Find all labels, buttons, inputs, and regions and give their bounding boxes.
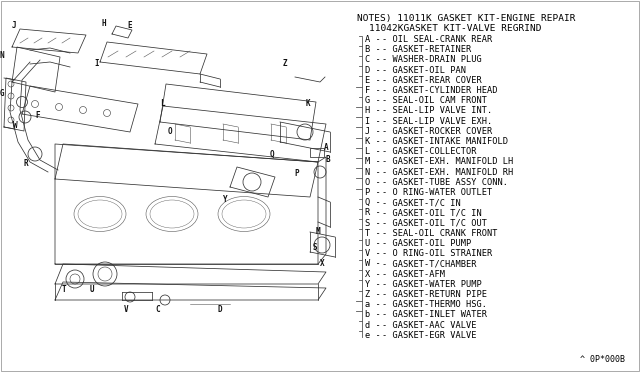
Text: E: E <box>128 20 132 29</box>
Text: Y: Y <box>223 195 227 203</box>
Text: R: R <box>24 160 28 169</box>
Text: - GASKET-T/C IN: - GASKET-T/C IN <box>382 198 461 207</box>
Text: H: H <box>102 19 106 28</box>
Text: - GASKET-REAR COVER: - GASKET-REAR COVER <box>382 76 482 85</box>
Text: S -: S - <box>365 219 381 228</box>
Text: - GASKET-COLLECTOR: - GASKET-COLLECTOR <box>382 147 477 156</box>
Text: I: I <box>95 60 99 68</box>
Text: - GASKET-EXH. MANIFOLD LH: - GASKET-EXH. MANIFOLD LH <box>382 157 513 166</box>
Text: - GASKET-CYLINDER HEAD: - GASKET-CYLINDER HEAD <box>382 86 497 95</box>
Text: C -: C - <box>365 55 381 64</box>
Text: - O RING-WATER OUTLET: - O RING-WATER OUTLET <box>382 188 492 197</box>
Text: L -: L - <box>365 147 381 156</box>
Text: F: F <box>36 110 40 119</box>
Text: - GASKET-EGR VALVE: - GASKET-EGR VALVE <box>382 331 477 340</box>
Text: - GASKET-RETURN PIPE: - GASKET-RETURN PIPE <box>382 290 487 299</box>
Text: S: S <box>313 243 317 251</box>
Text: M -: M - <box>365 157 381 166</box>
Text: - GASKET-AAC VALVE: - GASKET-AAC VALVE <box>382 321 477 330</box>
Text: C: C <box>156 305 160 314</box>
Text: J -: J - <box>365 127 381 136</box>
Text: D: D <box>218 305 222 314</box>
Text: O: O <box>168 128 172 137</box>
Text: N: N <box>0 51 4 61</box>
Text: - OIL SEAL-CRANK REAR: - OIL SEAL-CRANK REAR <box>382 35 492 44</box>
Text: - GASKET-RETAINER: - GASKET-RETAINER <box>382 45 471 54</box>
Text: - SEAL-LIP VALVE INT.: - SEAL-LIP VALVE INT. <box>382 106 492 115</box>
Text: X: X <box>320 260 324 269</box>
Text: N -: N - <box>365 168 381 177</box>
Text: e -: e - <box>365 331 381 340</box>
Text: H -: H - <box>365 106 381 115</box>
Text: ^ 0P*000B: ^ 0P*000B <box>580 355 625 364</box>
Text: - GASKET-T/CHAMBER: - GASKET-T/CHAMBER <box>382 259 477 269</box>
Text: NOTES) 11011K GASKET KIT-ENGINE REPAIR: NOTES) 11011K GASKET KIT-ENGINE REPAIR <box>357 14 575 23</box>
Text: K -: K - <box>365 137 381 146</box>
Text: B -: B - <box>365 45 381 54</box>
Text: B: B <box>326 155 330 164</box>
Text: D -: D - <box>365 65 381 75</box>
Text: V: V <box>124 305 128 314</box>
Text: Z: Z <box>283 60 287 68</box>
Text: - WASHER-DRAIN PLUG: - WASHER-DRAIN PLUG <box>382 55 482 64</box>
Text: O -: O - <box>365 178 381 187</box>
Text: F -: F - <box>365 86 381 95</box>
Text: P: P <box>294 170 300 179</box>
Text: Q: Q <box>269 150 275 158</box>
Text: - GASKET-TUBE ASSY CONN.: - GASKET-TUBE ASSY CONN. <box>382 178 508 187</box>
Text: V -: V - <box>365 249 381 258</box>
Text: A: A <box>324 142 328 151</box>
Text: U -: U - <box>365 239 381 248</box>
Text: U: U <box>90 285 94 295</box>
Text: - GASKET-INTAKE MANIFOLD: - GASKET-INTAKE MANIFOLD <box>382 137 508 146</box>
Text: d -: d - <box>365 321 381 330</box>
Text: - GASKET-OIL PUMP: - GASKET-OIL PUMP <box>382 239 471 248</box>
Text: T -: T - <box>365 229 381 238</box>
Text: - GASKET-OIL T/C OUT: - GASKET-OIL T/C OUT <box>382 219 487 228</box>
Text: E -: E - <box>365 76 381 85</box>
Text: - GASKET-OIL PAN: - GASKET-OIL PAN <box>382 65 466 75</box>
Text: Y -: Y - <box>365 280 381 289</box>
Bar <box>310 148 324 157</box>
Text: - GASKET-INLET WATER: - GASKET-INLET WATER <box>382 310 487 320</box>
Text: b -: b - <box>365 310 381 320</box>
Text: Z -: Z - <box>365 290 381 299</box>
Text: - SEAL-OIL CAM FRONT: - SEAL-OIL CAM FRONT <box>382 96 487 105</box>
Text: R -: R - <box>365 208 381 217</box>
Text: - GASKET-EXH. MANIFOLD RH: - GASKET-EXH. MANIFOLD RH <box>382 168 513 177</box>
Text: I -: I - <box>365 116 381 126</box>
Text: G: G <box>0 90 4 99</box>
Text: - GASKET-THERMO HSG.: - GASKET-THERMO HSG. <box>382 300 487 309</box>
Text: M: M <box>316 228 320 237</box>
Text: - O RING-OIL STRAINER: - O RING-OIL STRAINER <box>382 249 492 258</box>
Text: P -: P - <box>365 188 381 197</box>
Text: W -: W - <box>365 259 381 269</box>
Text: X -: X - <box>365 270 381 279</box>
Text: K: K <box>306 99 310 109</box>
Text: W: W <box>13 121 17 129</box>
Text: - SEAL-OIL CRANK FRONT: - SEAL-OIL CRANK FRONT <box>382 229 497 238</box>
Text: Q -: Q - <box>365 198 381 207</box>
Text: G -: G - <box>365 96 381 105</box>
Text: - GASKET-ROCKER COVER: - GASKET-ROCKER COVER <box>382 127 492 136</box>
Text: 11042KGASKET KIT-VALVE REGRIND: 11042KGASKET KIT-VALVE REGRIND <box>369 24 541 33</box>
Text: J: J <box>12 20 16 29</box>
Text: a -: a - <box>365 300 381 309</box>
Text: - GASKET-OIL T/C IN: - GASKET-OIL T/C IN <box>382 208 482 217</box>
Text: - SEAL-LIP VALVE EXH.: - SEAL-LIP VALVE EXH. <box>382 116 492 126</box>
Text: - GASKET-AFM: - GASKET-AFM <box>382 270 445 279</box>
Text: L: L <box>160 99 164 109</box>
Text: T: T <box>61 285 67 295</box>
Text: A -: A - <box>365 35 381 44</box>
Text: - GASKET-WATER PUMP: - GASKET-WATER PUMP <box>382 280 482 289</box>
